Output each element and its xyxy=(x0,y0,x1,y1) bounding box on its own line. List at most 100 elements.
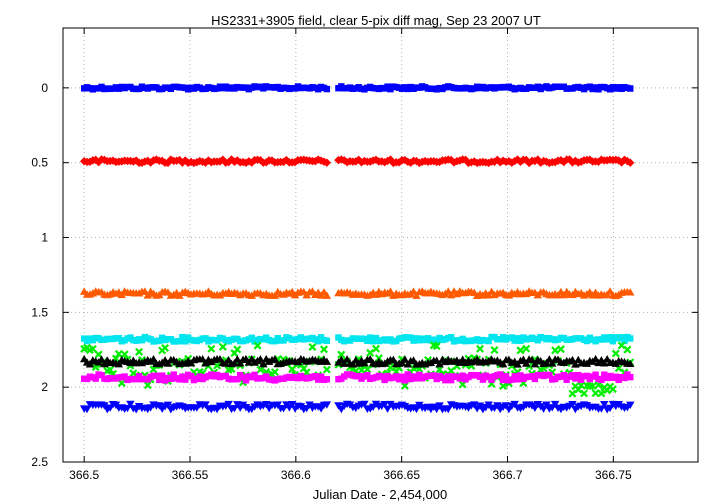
y-tick-label: 2 xyxy=(41,380,48,394)
data-point xyxy=(550,400,560,409)
x-tick-label: 366.6 xyxy=(281,468,311,482)
data-point xyxy=(120,350,129,359)
x-tick-label: 366.75 xyxy=(595,468,632,482)
data-point xyxy=(516,346,525,355)
y-tick-label: 2.5 xyxy=(31,455,48,469)
data-point xyxy=(606,333,614,341)
data-point xyxy=(267,156,277,165)
data-point xyxy=(626,288,635,296)
data-point xyxy=(618,334,625,341)
data-point xyxy=(568,400,577,409)
data-point xyxy=(601,371,608,378)
x-tick-label: 366.5 xyxy=(69,468,99,482)
data-point xyxy=(444,405,453,414)
data-point xyxy=(156,376,163,384)
data-series xyxy=(79,287,635,300)
data-point xyxy=(312,372,319,380)
data-point xyxy=(597,405,606,413)
data-point xyxy=(617,341,626,350)
data-point xyxy=(143,381,152,390)
data-point xyxy=(364,337,371,345)
data-point xyxy=(551,346,560,355)
data-point xyxy=(626,359,635,368)
data-point xyxy=(315,337,322,345)
data-point xyxy=(433,338,440,345)
data-point xyxy=(322,365,331,374)
data-point xyxy=(85,360,95,368)
data-point xyxy=(568,389,577,398)
data-point xyxy=(153,372,160,379)
data-point xyxy=(320,345,328,354)
data-point xyxy=(479,376,487,383)
data-point xyxy=(88,344,97,353)
data-point xyxy=(485,337,492,345)
data-point xyxy=(542,401,551,409)
data-point xyxy=(158,372,166,379)
data-point xyxy=(617,158,626,167)
data-point xyxy=(430,372,437,379)
data-point xyxy=(510,156,519,166)
data-point xyxy=(367,334,374,341)
data-point xyxy=(94,157,103,167)
data-point xyxy=(98,372,105,379)
data-point xyxy=(588,382,597,391)
data-series xyxy=(80,83,634,93)
data-point xyxy=(627,373,634,381)
data-point xyxy=(233,156,242,165)
plot-frame xyxy=(62,27,699,463)
data-point xyxy=(621,337,628,345)
data-series xyxy=(80,371,634,384)
data-point xyxy=(323,376,331,383)
data-point xyxy=(340,359,349,367)
data-point xyxy=(556,345,565,354)
data-point xyxy=(149,355,158,363)
data-point xyxy=(476,344,484,353)
data-point xyxy=(502,373,510,380)
data-point xyxy=(413,375,420,382)
data-point xyxy=(360,400,369,409)
data-point xyxy=(522,359,531,367)
y-tick-label: 0 xyxy=(41,81,48,95)
x-tick-label: 366.7 xyxy=(492,468,522,482)
y-tick-label: 1.5 xyxy=(31,305,48,319)
data-point xyxy=(546,372,553,379)
data-point xyxy=(609,337,617,345)
data-point xyxy=(499,376,507,384)
data-point xyxy=(97,355,106,363)
data-point xyxy=(167,375,175,383)
data-point xyxy=(600,400,609,409)
data-point xyxy=(121,373,128,380)
data-point xyxy=(488,376,495,383)
data-point xyxy=(100,402,109,410)
data-point xyxy=(234,375,241,383)
data-point xyxy=(445,373,452,380)
data-point xyxy=(383,405,392,413)
data-point xyxy=(522,155,531,165)
data-point xyxy=(322,401,332,409)
data-point xyxy=(378,373,385,380)
x-axis-label: Julian Date - 2,454,000 xyxy=(313,487,447,502)
data-point xyxy=(447,376,455,384)
data-point xyxy=(490,157,499,167)
data-point xyxy=(251,371,258,379)
data-point xyxy=(504,156,514,166)
data-point xyxy=(270,355,280,363)
data-point xyxy=(322,158,332,167)
data-point xyxy=(513,155,522,164)
data-point xyxy=(372,344,380,353)
data-point xyxy=(459,372,466,379)
data-point xyxy=(598,376,605,384)
data-point xyxy=(432,342,441,351)
data-point xyxy=(364,372,371,379)
data-point xyxy=(575,371,582,379)
data-point xyxy=(580,389,589,398)
data-point xyxy=(400,381,409,390)
data-point xyxy=(323,85,331,93)
data-point xyxy=(565,155,574,164)
data-point xyxy=(270,368,279,377)
data-point xyxy=(366,348,375,357)
data-point xyxy=(182,338,189,345)
data-point xyxy=(182,376,189,383)
data-point xyxy=(259,359,268,368)
data-point xyxy=(337,350,346,359)
